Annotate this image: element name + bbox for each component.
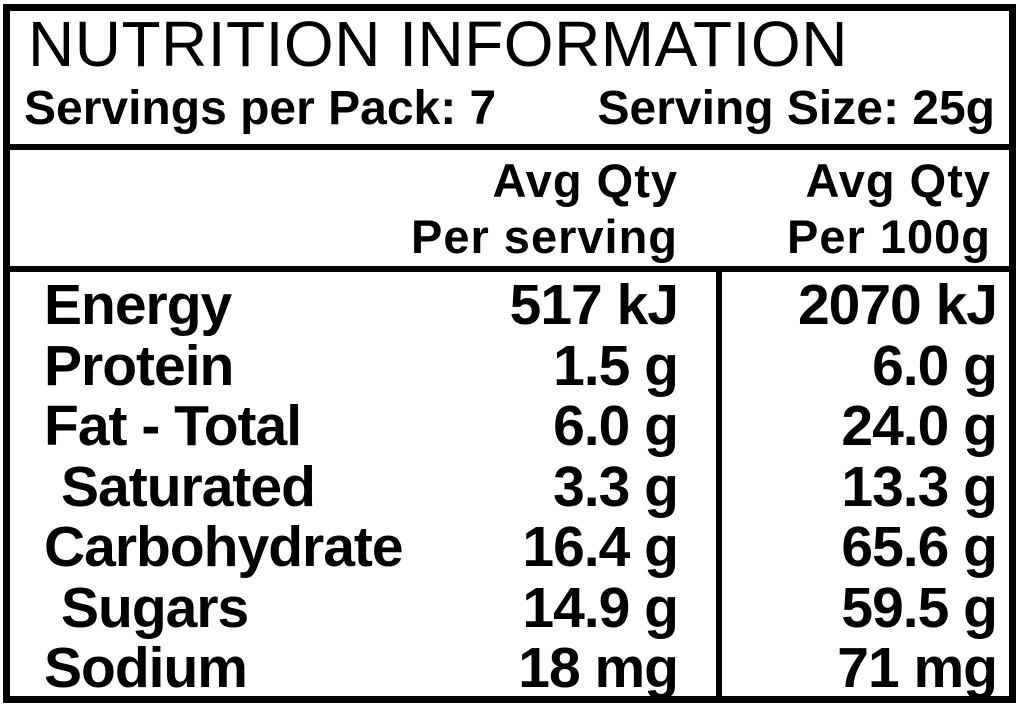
per-100g-value: 13.3 g <box>716 453 1009 520</box>
table-row: Protein 1.5 g 6.0 g <box>10 332 1009 399</box>
per-100g-value: 65.6 g <box>716 514 1009 581</box>
nutrient-name: Fat - Total <box>44 394 302 459</box>
per-serving-value: 16.4 g <box>522 515 679 580</box>
header-separator-line <box>10 144 1009 150</box>
per-100g-value: 24.0 g <box>716 393 1009 460</box>
per-serving-value: 3.3 g <box>553 454 679 519</box>
col-header-per-serving: Avg Qty Per serving <box>10 153 716 266</box>
serving-size-text: Serving Size: 25g <box>597 82 995 135</box>
table-row: Carbohydrate 16.4 g 65.6 g <box>10 514 1009 581</box>
per-serving-value: 6.0 g <box>553 394 679 459</box>
nutrient-name: Sugars <box>61 575 249 640</box>
table-row: Sugars 14.9 g 59.5 g <box>10 574 1009 641</box>
nutrient-name: Saturated <box>61 454 316 519</box>
per-100g-value: 6.0 g <box>716 332 1009 399</box>
table-row: Energy 517 kJ 2070 kJ <box>10 272 1009 338</box>
col-header-per-100g: Avg Qty Per 100g <box>716 153 1009 266</box>
col-header-per-100g-qty: Avg Qty <box>805 154 991 207</box>
per-100g-value: 71 mg <box>716 635 1009 702</box>
column-headers: Avg Qty Per serving Avg Qty Per 100g <box>10 150 1009 266</box>
body-separator-line <box>10 266 1009 272</box>
per-100g-value: 59.5 g <box>716 574 1009 641</box>
nutrition-table-body: Energy 517 kJ 2070 kJ Protein 1.5 g 6.0 … <box>10 272 1009 702</box>
nutrient-name: Energy <box>44 273 232 337</box>
per-serving-value: 18 mg <box>518 636 679 701</box>
per-serving-value: 14.9 g <box>522 575 679 640</box>
per-serving-value: 1.5 g <box>553 333 679 398</box>
per-100g-value: 2070 kJ <box>716 272 1009 338</box>
nutrient-name: Carbohydrate <box>44 515 404 580</box>
col-header-per-100g-basis: Per 100g <box>787 210 991 263</box>
col-header-per-serving-basis: Per serving <box>410 210 678 263</box>
page-title: NUTRITION INFORMATION <box>28 8 848 80</box>
nutrition-panel: NUTRITION INFORMATION Servings per Pack:… <box>3 4 1016 703</box>
per-serving-value: 517 kJ <box>509 273 679 337</box>
nutrient-name: Protein <box>44 333 234 398</box>
servings-row: Servings per Pack: 7 Serving Size: 25g <box>22 83 997 135</box>
table-row: Fat - Total 6.0 g 24.0 g <box>10 393 1009 460</box>
table-row: Sodium 18 mg 71 mg <box>10 635 1009 702</box>
col-header-per-serving-qty: Avg Qty <box>492 154 678 207</box>
nutrient-name: Sodium <box>44 636 248 701</box>
servings-per-pack-text: Servings per Pack: 7 <box>24 82 497 135</box>
table-row: Saturated 3.3 g 13.3 g <box>10 453 1009 520</box>
title-section: NUTRITION INFORMATION Servings per Pack:… <box>10 11 1009 144</box>
